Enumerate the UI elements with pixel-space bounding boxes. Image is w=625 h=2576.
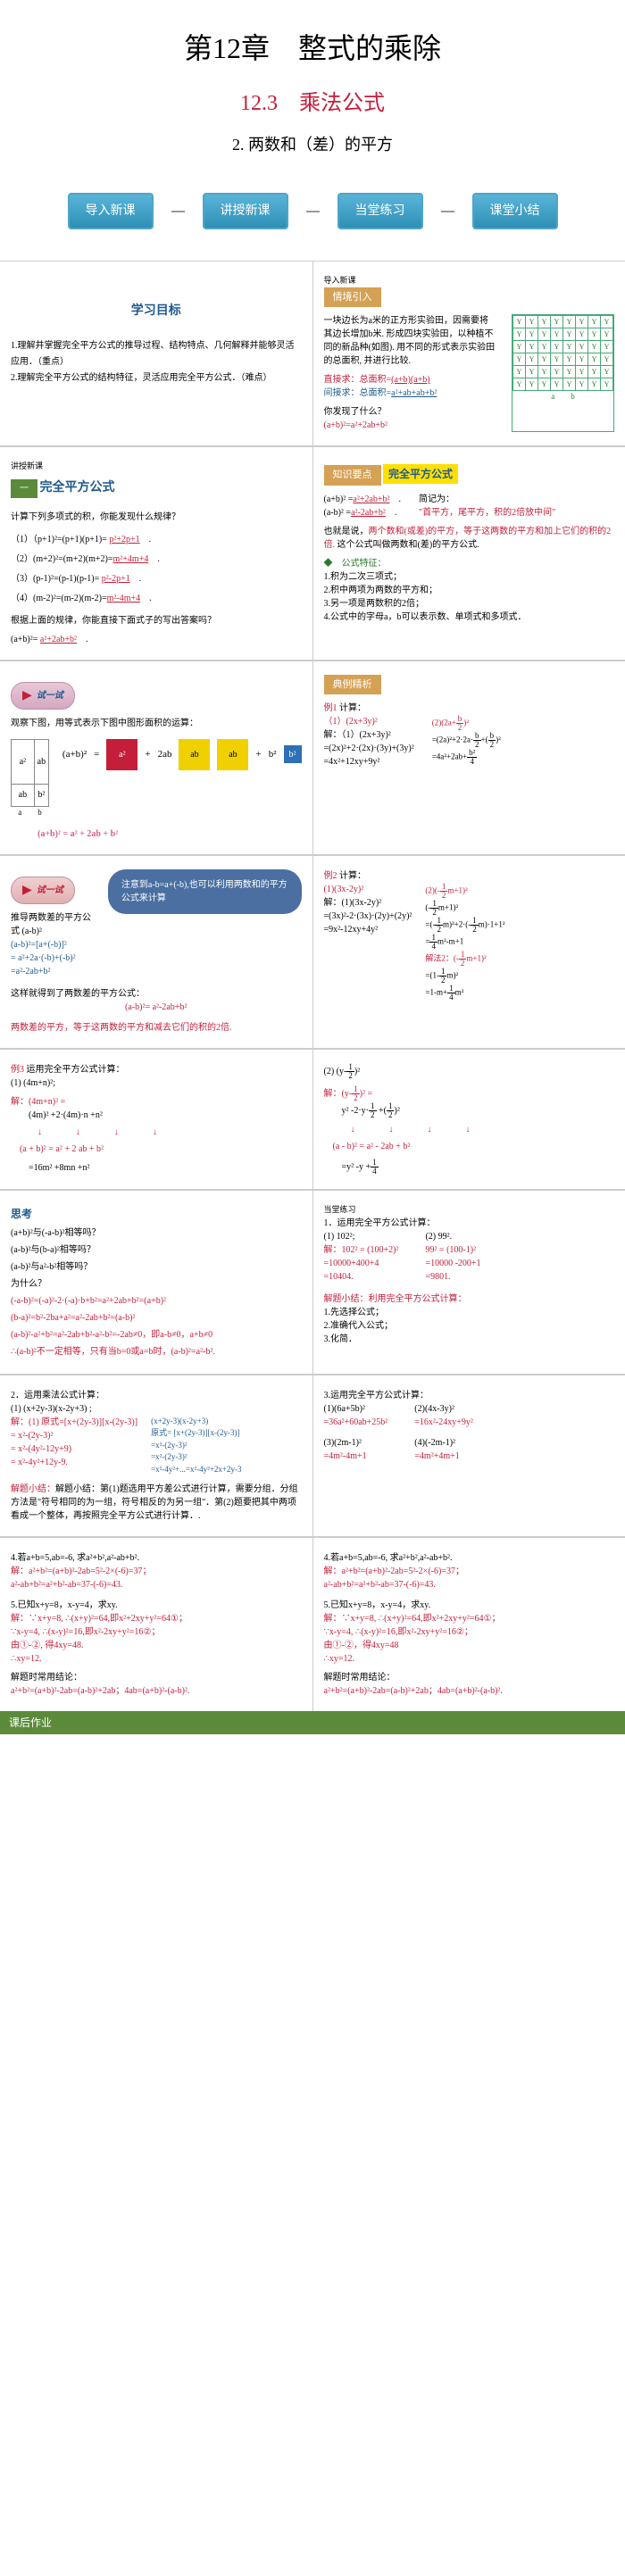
objectives-head: 学习目标	[11, 302, 302, 320]
p4r-col: 4.若a+b=5,ab=-6, 求a²+b²,a²-ab+b². 解：a²+b²…	[313, 1538, 625, 1711]
teach-title: 完全平方公式	[40, 481, 115, 494]
think-col: 思考 (a+b)²与(-a-b)²相等吗？ (a-b)²与(b-a)²相等吗？ …	[0, 1191, 313, 1374]
yellow-rect-icon: ab	[217, 739, 248, 770]
intro-bar: 导入新课	[324, 275, 615, 287]
formula-list: （1）（p+1)²=(p+1)(p+1)= p²+2p+1 . （2）(m+2)…	[11, 531, 302, 607]
found-result: (a+b)²=a²+2ab+b²	[324, 419, 496, 432]
p2-col: 2．运用乘法公式计算： (1) (x+2y-3)(x-2y+3) ; 解：(1)…	[0, 1375, 313, 1537]
ex3-left: 例3 运用完全平方公式计算： (1) (4m+n)²; 解：(4m+n)² = …	[0, 1050, 313, 1189]
section-title: 12.3 乘法公式	[18, 87, 607, 120]
ex1-col: 典例精析 例1 计算： （1）(2x+3y)² 解：（1）(2x+3y)² =(…	[313, 661, 625, 855]
area-eq: (a+b)²= a²+2ab ab ab+b² b²	[62, 739, 302, 770]
nav-teach[interactable]: 讲授新课	[203, 193, 288, 229]
p3-col: 3.运用完全平方公式计算： (1)(6a+5b)² =36a²+60ab+25b…	[313, 1375, 625, 1537]
intro-body: 一块边长为a米的正方形实验田，因需要将其边长增加b米. 形成四块实验田，以种植不…	[324, 314, 496, 368]
indirect-label: 间接求：总面积=	[324, 388, 392, 398]
teach-icon: 一	[11, 479, 38, 498]
arrow-row: ↓↓↓↓	[342, 1123, 615, 1136]
found-q: 你发现了什么？	[324, 405, 496, 419]
chapter-title: 第12章 整式的乘除	[18, 27, 607, 70]
direct-label: 直接求：总面积=	[324, 375, 392, 385]
arrow-row: ↓↓↓↓	[29, 1126, 302, 1139]
ex2-col: 例2 计算： (1)(3x-2y)² 解：(1)(3x-2y)² =(3x)²-…	[313, 856, 625, 1048]
p4-col: 4.若a+b=5,ab=-6, 求a²+b²,a²-ab+b². 解：a²+b²…	[0, 1538, 313, 1711]
objective-2: 2.理解完全平方公式的结构特征，灵活应用完全平方公式．（难点）	[11, 370, 302, 386]
nav-summary[interactable]: 课堂小结	[472, 193, 558, 229]
sub-title: 2. 两数和（差）的平方	[18, 133, 607, 157]
try2-button: ▶试一试	[11, 877, 75, 904]
direct-ans: (a+b)(a+b)	[391, 375, 429, 385]
homework-bar: 课后作业	[0, 1711, 625, 1734]
yellow-rect-icon: ab	[179, 739, 210, 770]
cloud-note: 注意到a-b=a+(-b),也可以利用两数和的平方公式来计算	[108, 869, 302, 914]
teach-q2: 根据上面的规律，你能直接下面式子的写出答案吗？	[11, 614, 302, 627]
try2-col: ▶试一试 推导两数差的平方公式 (a-b)² (a-b)²=[a+(-b)]² …	[0, 856, 313, 1048]
red-square-icon: a²	[106, 739, 138, 770]
nav-row: 导入新课 讲授新课 当堂练习 课堂小结	[18, 179, 607, 243]
practice1-col: 当堂练习 1．运用完全平方公式计算： (1) 102²; 解：102² = (1…	[313, 1191, 625, 1374]
try1-col: ▶试一试 观察下图，用等式表示下图中图形面积的运算： a²ab abb² a b…	[0, 661, 313, 855]
field-diagram: YYYYYYYY YYYYYYYY YYYYYYYY YYYYYYYY YYYY…	[512, 314, 614, 432]
title-section: 第12章 整式的乘除 12.3 乘法公式 2. 两数和（差）的平方 导入新课 讲…	[0, 0, 625, 261]
teach-col: 讲授新课 一 完全平方公式 计算下列多项式的积，你能发现什么规律？ （1）（p+…	[0, 447, 313, 660]
objective-1: 1.理解并掌握完全平方公式的推导过程、结构特点、几何解释并能够灵活应用．（重点）	[11, 338, 302, 370]
objectives-col: 学习目标 1.理解并掌握完全平方公式的推导过程、结构特点、几何解释并能够灵活应用…	[0, 262, 313, 445]
try1-final: (a+b)² = a² + 2ab + b²	[38, 827, 302, 841]
intro-tag: 情境引入	[324, 287, 381, 308]
teach-bar: 讲授新课	[11, 461, 302, 473]
teach-prompt: 计算下列多项式的积，你能发现什么规律？	[11, 511, 302, 524]
blue-square-icon: b²	[284, 745, 302, 763]
nav-intro[interactable]: 导入新课	[68, 193, 154, 229]
nav-practice[interactable]: 当堂练习	[338, 193, 423, 229]
intro-col: 导入新课 情境引入 一块边长为a米的正方形实验田，因需要将其边长增加b米. 形成…	[313, 262, 625, 445]
area-left-diagram: a²ab abb²	[11, 739, 49, 807]
ex3-right: (2) (y-12)² 解：(y-12)² = y² -2·y·12 +(12)…	[313, 1050, 625, 1189]
try-button: ▶试一试	[11, 682, 75, 710]
knowledge-tag: 知识要点	[324, 465, 381, 486]
indirect-ans: a²+ab+ab+b²	[391, 388, 437, 398]
knowledge-col: 知识要点 完全平方公式 (a+b)² =a²+2ab+b² . (a-b)² =…	[313, 447, 625, 660]
ex-tag: 典例精析	[324, 675, 381, 695]
